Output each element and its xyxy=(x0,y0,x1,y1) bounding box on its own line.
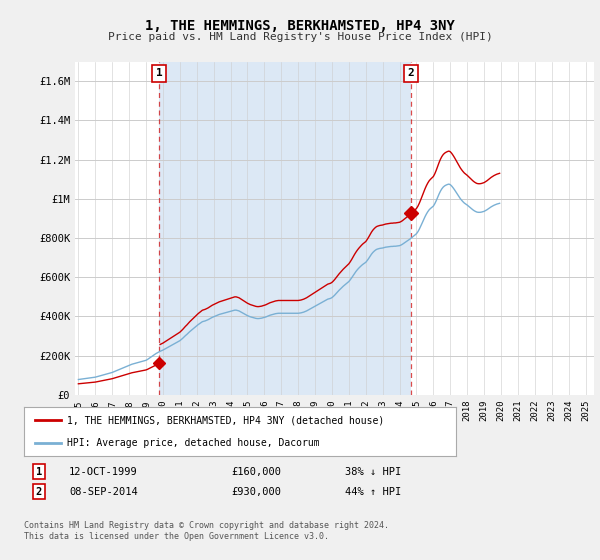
Text: 1, THE HEMMINGS, BERKHAMSTED, HP4 3NY (detached house): 1, THE HEMMINGS, BERKHAMSTED, HP4 3NY (d… xyxy=(67,416,385,426)
Text: HPI: Average price, detached house, Dacorum: HPI: Average price, detached house, Daco… xyxy=(67,438,320,448)
Text: 08-SEP-2014: 08-SEP-2014 xyxy=(69,487,138,497)
Text: £930,000: £930,000 xyxy=(231,487,281,497)
Text: Price paid vs. HM Land Registry's House Price Index (HPI): Price paid vs. HM Land Registry's House … xyxy=(107,32,493,43)
Text: 1: 1 xyxy=(156,68,163,78)
Text: £160,000: £160,000 xyxy=(231,466,281,477)
Text: 12-OCT-1999: 12-OCT-1999 xyxy=(69,466,138,477)
Text: 2: 2 xyxy=(36,487,42,497)
Bar xyxy=(159,62,411,395)
Text: 1: 1 xyxy=(36,466,42,477)
Text: 44% ↑ HPI: 44% ↑ HPI xyxy=(345,487,401,497)
Text: Contains HM Land Registry data © Crown copyright and database right 2024.
This d: Contains HM Land Registry data © Crown c… xyxy=(24,521,389,540)
Text: 38% ↓ HPI: 38% ↓ HPI xyxy=(345,466,401,477)
Text: 1, THE HEMMINGS, BERKHAMSTED, HP4 3NY: 1, THE HEMMINGS, BERKHAMSTED, HP4 3NY xyxy=(145,19,455,33)
Text: 2: 2 xyxy=(408,68,415,78)
